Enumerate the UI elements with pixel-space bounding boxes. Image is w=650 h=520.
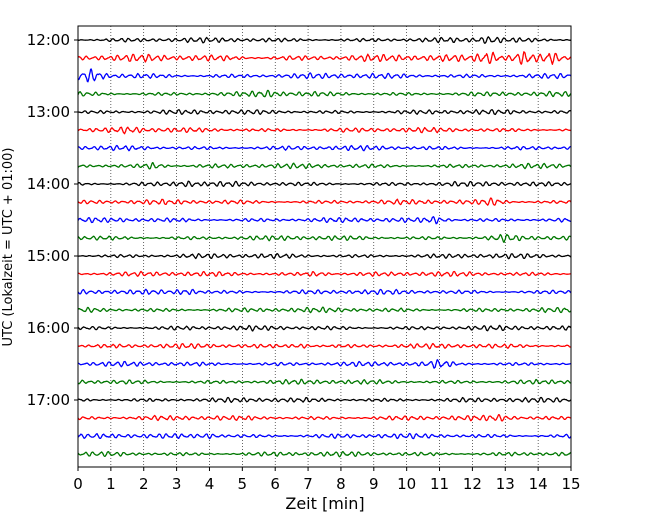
x-tick-label: 14 bbox=[529, 475, 548, 493]
x-tick-label: 5 bbox=[238, 475, 248, 493]
trace-line bbox=[77, 144, 572, 152]
trace-line bbox=[77, 324, 572, 332]
x-tick-label: 4 bbox=[205, 475, 215, 493]
trace-line bbox=[77, 126, 572, 135]
y-tick-label: 14:00 bbox=[27, 175, 70, 193]
x-tick-label: 15 bbox=[561, 475, 580, 493]
y-tick-label: 13:00 bbox=[27, 103, 70, 121]
trace-line bbox=[77, 36, 572, 44]
trace-line bbox=[77, 432, 572, 440]
x-tick-label: 11 bbox=[430, 475, 449, 493]
x-tick-label: 9 bbox=[369, 475, 379, 493]
trace-line bbox=[77, 253, 572, 260]
x-tick-label: 3 bbox=[172, 475, 182, 493]
x-tick-label: 0 bbox=[73, 475, 83, 493]
trace-line bbox=[77, 396, 572, 403]
trace-line bbox=[77, 180, 572, 188]
y-tick-label: 12:00 bbox=[27, 31, 70, 49]
trace-line bbox=[77, 306, 572, 314]
trace-line bbox=[77, 342, 572, 350]
trace-line bbox=[77, 359, 572, 369]
trace-line bbox=[77, 197, 572, 206]
y-axis-ticks: 12:00 13:00 14:00 15:00 16:00 17:00 bbox=[27, 31, 78, 409]
x-axis-label: Zeit [min] bbox=[285, 494, 364, 513]
x-tick-label: 6 bbox=[270, 475, 280, 493]
trace-line bbox=[77, 108, 572, 116]
trace-line bbox=[77, 68, 572, 83]
trace-line bbox=[77, 89, 572, 98]
x-tick-label: 8 bbox=[336, 475, 346, 493]
x-tick-label: 13 bbox=[496, 475, 515, 493]
trace-line bbox=[77, 288, 572, 296]
y-tick-label: 16:00 bbox=[27, 319, 70, 337]
trace-line bbox=[77, 413, 572, 422]
trace-line bbox=[77, 216, 572, 225]
trace-line bbox=[77, 51, 572, 65]
trace-lines bbox=[77, 36, 572, 458]
y-axis-label: UTC (Lokalzeit = UTC + 01:00) bbox=[1, 148, 16, 347]
y-tick-label: 15:00 bbox=[27, 247, 70, 265]
trace-line bbox=[77, 270, 572, 277]
x-tick-label: 10 bbox=[397, 475, 416, 493]
x-tick-label: 7 bbox=[303, 475, 313, 493]
plot-frame bbox=[77, 25, 572, 468]
x-tick-label: 12 bbox=[463, 475, 482, 493]
trace-line bbox=[77, 378, 572, 385]
x-tick-label: 2 bbox=[139, 475, 149, 493]
x-tick-label: 1 bbox=[106, 475, 116, 493]
trace-line bbox=[77, 450, 572, 458]
x-axis-ticks: 0 1 2 3 4 5 6 7 8 9 10 11 12 13 14 15 bbox=[73, 467, 581, 493]
trace-line bbox=[77, 233, 572, 243]
y-tick-label: 17:00 bbox=[27, 391, 70, 409]
trace-line bbox=[77, 162, 572, 170]
